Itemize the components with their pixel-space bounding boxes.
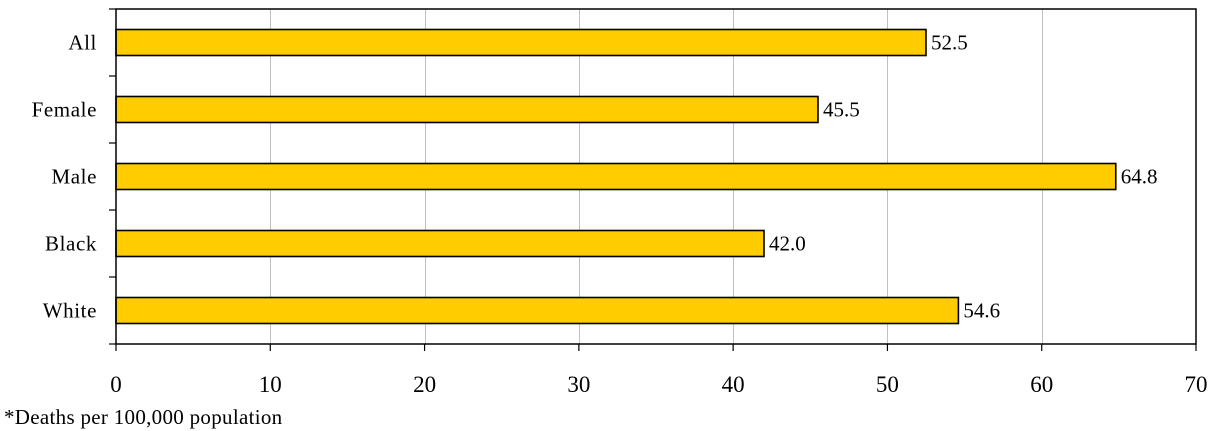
x-tick-label-60: 60 (1030, 372, 1053, 397)
bar-chart: 52.5 All 45.5 Female 64.8 Male 42.0 Black 54.6 Wh… (32, 8, 1208, 398)
category-label-all: All (68, 31, 97, 55)
x-tick-label-20: 20 (413, 372, 436, 397)
bar-black (115, 229, 765, 258)
value-label-all: 52.5 (931, 31, 968, 55)
bar-female (115, 95, 819, 124)
x-tick-label-70: 70 (1185, 372, 1208, 397)
labels: 52.5 All 45.5 Female 64.8 Male 42.0 Black 54.6 Wh… (32, 31, 1208, 398)
x-tick-label-50: 50 (876, 372, 899, 397)
plot-frame (115, 8, 1197, 345)
bar-male (115, 162, 1117, 191)
value-label-male: 64.8 (1121, 165, 1158, 189)
category-label-female: Female (32, 98, 97, 122)
value-label-black: 42.0 (769, 232, 806, 256)
footnote: *Deaths per 100,000 population (4, 405, 283, 429)
bar-white (115, 296, 960, 325)
bars (115, 28, 1117, 325)
category-label-black: Black (45, 232, 97, 256)
x-tick-label-10: 10 (259, 372, 282, 397)
x-tick-label-30: 30 (567, 372, 590, 397)
category-label-male: Male (51, 165, 97, 189)
bar-all (115, 28, 927, 57)
x-tick-label-40: 40 (722, 372, 745, 397)
category-label-white: White (43, 299, 97, 323)
value-label-white: 54.6 (963, 299, 1000, 323)
x-tick-label-0: 0 (110, 372, 122, 397)
axes (109, 8, 1197, 351)
value-label-female: 45.5 (823, 98, 860, 122)
